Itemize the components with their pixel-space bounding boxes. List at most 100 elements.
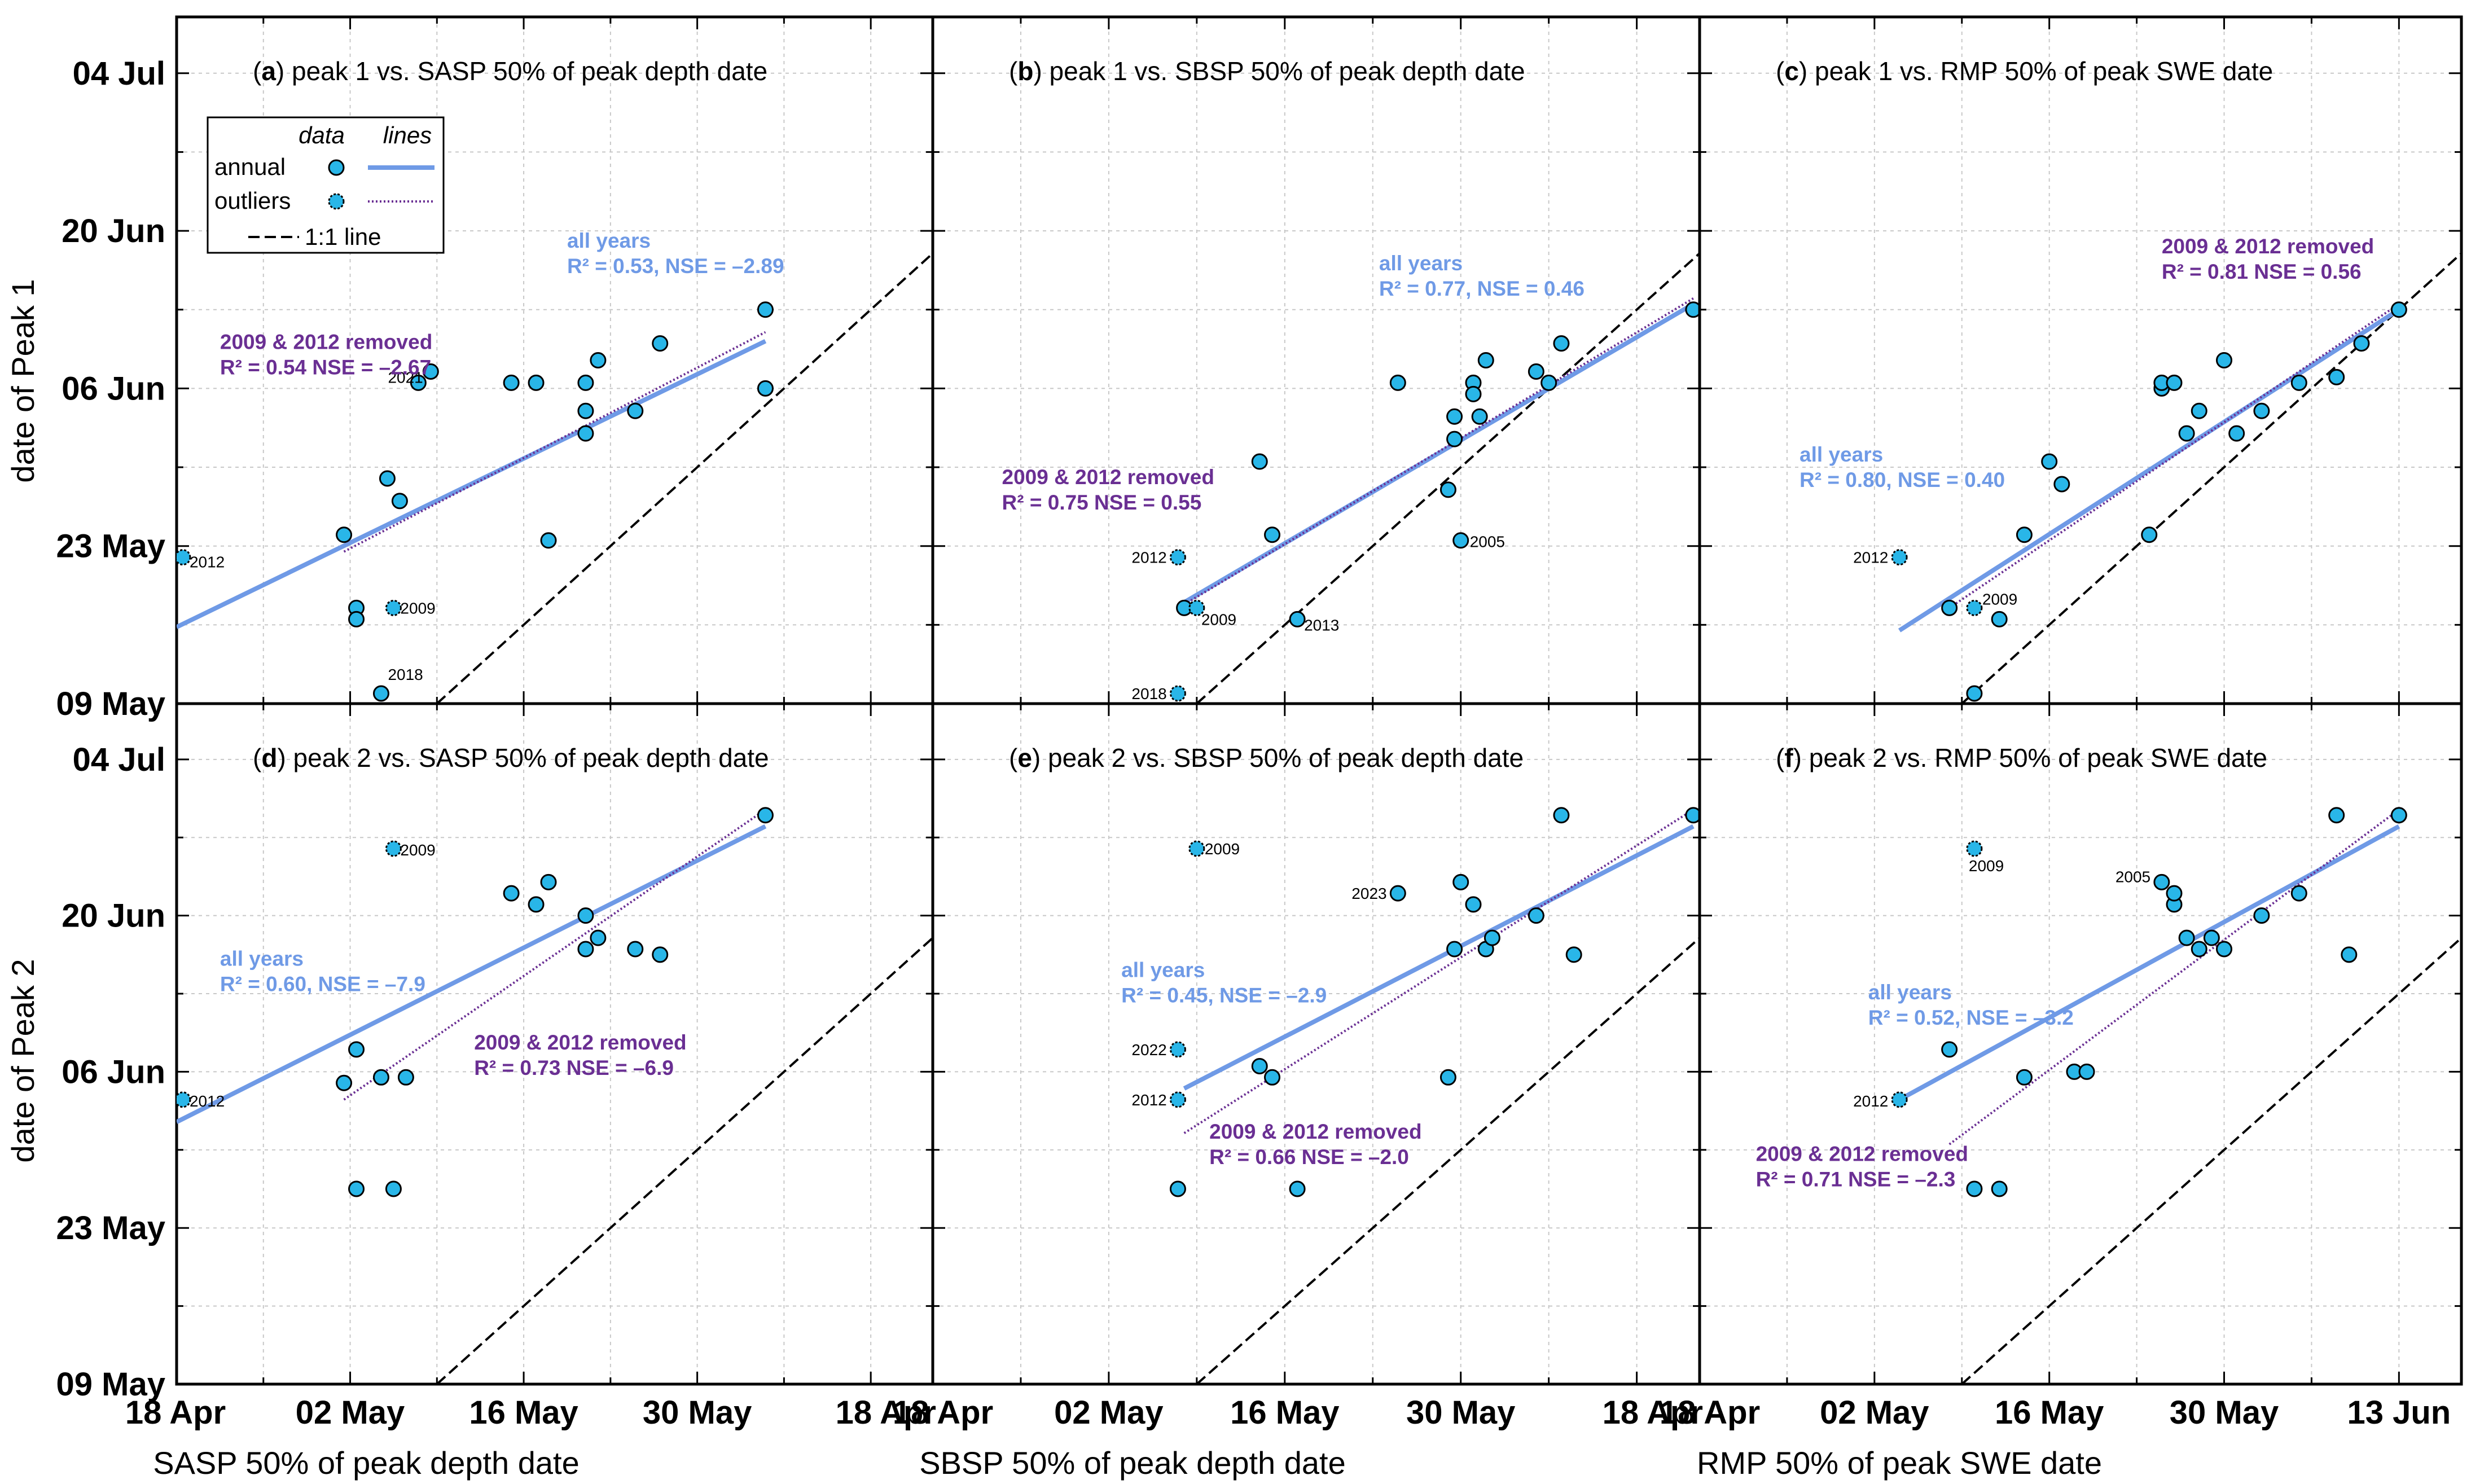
data-point xyxy=(2353,335,2370,352)
annotation-removed-stats: R² = 0.73 NSE = –6.9 xyxy=(474,1056,674,1079)
data-point xyxy=(372,685,389,702)
one-to-one-line xyxy=(436,252,933,704)
outlier-point xyxy=(385,599,402,616)
data-point xyxy=(2141,526,2158,543)
annotation-all-years-stats: R² = 0.80, NSE = 0.40 xyxy=(1800,468,2005,491)
annotation-all-years-stats: R² = 0.77, NSE = 0.46 xyxy=(1379,277,1585,300)
data-point xyxy=(590,929,607,946)
outlier-point xyxy=(1966,840,1983,857)
fit-line-all-years xyxy=(177,339,767,629)
fit-line-all-years xyxy=(1898,308,2400,633)
x-tick-label: 30 May xyxy=(643,1394,752,1431)
legend-outliers: outliers xyxy=(214,187,291,214)
annotation-removed-title: 2009 & 2012 removed xyxy=(1756,1143,1968,1166)
data-point xyxy=(503,885,520,902)
data-point xyxy=(336,526,353,543)
data-point xyxy=(577,402,594,419)
legend-head-data: data xyxy=(299,122,345,148)
data-point xyxy=(1439,1069,1456,1086)
y-tick-label: 09 May xyxy=(56,1366,165,1403)
outlier-point xyxy=(1891,1091,1908,1108)
year-label: 2023 xyxy=(1351,885,1386,902)
data-point xyxy=(2178,425,2195,442)
year-label: 2012 xyxy=(1853,549,1888,567)
data-point xyxy=(2016,1069,2033,1086)
x-tick-label: 18 Apr xyxy=(1603,1394,1703,1431)
data-point xyxy=(1264,1069,1281,1086)
data-point xyxy=(1439,481,1456,498)
annotation-all-years-title: all years xyxy=(1868,981,1952,1004)
data-point xyxy=(1966,685,1983,702)
plot-area xyxy=(1169,807,1700,1384)
year-label: 2005 xyxy=(2116,868,2150,885)
annotation-all-years-stats: R² = 0.45, NSE = –2.9 xyxy=(1121,984,1327,1007)
annotation-all-years-title: all years xyxy=(1121,958,1205,981)
fit-line-outliers-removed xyxy=(1183,809,1694,1134)
fit-line-all-years xyxy=(177,824,767,1124)
outlier-point xyxy=(1169,1041,1186,1058)
year-label: 2021 xyxy=(388,368,423,386)
data-point xyxy=(2153,873,2170,890)
y-tick-label: 20 Jun xyxy=(62,898,165,934)
annotation-all-years-title: all years xyxy=(1800,443,1883,466)
legend-head-lines: lines xyxy=(383,122,432,148)
plot-area xyxy=(1891,252,2461,704)
y-tick-label: 04 Jul xyxy=(73,55,165,92)
data-point xyxy=(348,611,365,627)
data-point xyxy=(540,873,557,890)
fit-line-outliers-removed xyxy=(1948,809,2400,1145)
data-point xyxy=(348,1041,365,1058)
annotation-removed-stats: R² = 0.81 NSE = 0.56 xyxy=(2162,260,2362,283)
data-point xyxy=(652,335,669,352)
data-point xyxy=(2191,941,2207,958)
annotation-removed-stats: R² = 0.75 NSE = 0.55 xyxy=(1002,491,1202,514)
data-point xyxy=(2253,402,2270,419)
y-tick-label: 23 May xyxy=(56,1210,165,1246)
data-point xyxy=(1991,611,2008,627)
year-label: 2012 xyxy=(1131,1091,1166,1109)
panels: 2012 2021 2009 2018 (a) peak 1 vs. SASP 50% … xyxy=(56,15,2463,1431)
y-tick-label: 06 Jun xyxy=(62,1053,165,1090)
data-point xyxy=(2041,453,2058,470)
outlier-point xyxy=(1169,685,1186,702)
legend-annual: annual xyxy=(214,153,286,180)
outlier-point xyxy=(1188,840,1205,857)
y-title-peak2: date of Peak 2 xyxy=(5,959,41,1162)
data-point xyxy=(348,1180,365,1197)
year-label: 2018 xyxy=(1131,685,1166,703)
data-point xyxy=(1540,374,1557,391)
data-point xyxy=(385,1180,402,1197)
data-point xyxy=(2390,807,2407,824)
data-point xyxy=(1565,946,1582,963)
data-point xyxy=(2203,929,2220,946)
data-point xyxy=(1446,408,1463,425)
annotation-removed-title: 2009 & 2012 removed xyxy=(1002,466,1214,489)
legend-annual-marker xyxy=(328,159,345,176)
panel-title: (b) peak 1 vs. SBSP 50% of peak depth da… xyxy=(1009,56,1525,86)
annotation-removed-stats: R² = 0.54 NSE = –2.67 xyxy=(220,356,431,379)
data-point xyxy=(2228,425,2245,442)
data-point xyxy=(2328,368,2345,385)
x-title-sasp: SASP 50% of peak depth date xyxy=(153,1445,580,1481)
data-point xyxy=(1169,1180,1186,1197)
data-point xyxy=(577,425,594,442)
panel-title: (d) peak 2 vs. SASP 50% of peak depth da… xyxy=(253,743,769,772)
x-tick-label: 30 May xyxy=(1406,1394,1515,1431)
fit-line-all-years xyxy=(1898,824,2400,1102)
annotation-all-years-title: all years xyxy=(567,229,651,252)
data-point xyxy=(1176,599,1193,616)
data-point xyxy=(757,807,774,824)
data-point xyxy=(391,493,408,510)
data-point xyxy=(1528,907,1544,924)
x-title-sbsp: SBSP 50% of peak depth date xyxy=(919,1445,1346,1481)
fit-line-all-years xyxy=(1183,824,1695,1091)
data-point xyxy=(1264,526,1281,543)
data-point xyxy=(397,1069,414,1086)
year-label: 2012 xyxy=(1131,549,1166,567)
year-label: 2012 xyxy=(190,1092,225,1110)
data-point xyxy=(2328,807,2345,824)
annotation-removed-title: 2009 & 2012 removed xyxy=(1209,1120,1421,1143)
year-label: 2013 xyxy=(1304,616,1339,634)
data-point xyxy=(1528,363,1544,380)
